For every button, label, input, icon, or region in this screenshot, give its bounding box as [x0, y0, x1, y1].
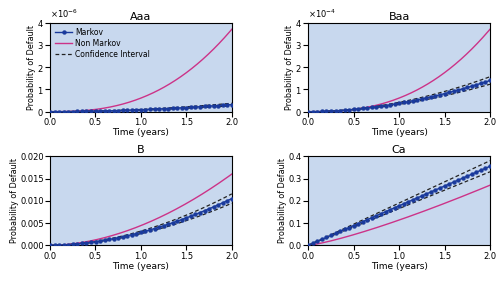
Title: Aaa: Aaa	[130, 12, 152, 22]
Title: Baa: Baa	[388, 12, 410, 22]
X-axis label: Time (years): Time (years)	[370, 128, 428, 137]
X-axis label: Time (years): Time (years)	[370, 262, 428, 271]
Y-axis label: Probability of Default: Probability of Default	[278, 158, 287, 243]
X-axis label: Time (years): Time (years)	[112, 262, 170, 271]
Y-axis label: Probability of Default: Probability of Default	[10, 158, 18, 243]
Y-axis label: Probability of Default: Probability of Default	[284, 25, 294, 110]
Legend: Markov, Non Markov, Confidence Interval: Markov, Non Markov, Confidence Interval	[54, 27, 152, 60]
X-axis label: Time (years): Time (years)	[112, 128, 170, 137]
Title: Ca: Ca	[392, 146, 406, 155]
Title: B: B	[137, 146, 144, 155]
Y-axis label: Probability of Default: Probability of Default	[26, 25, 36, 110]
